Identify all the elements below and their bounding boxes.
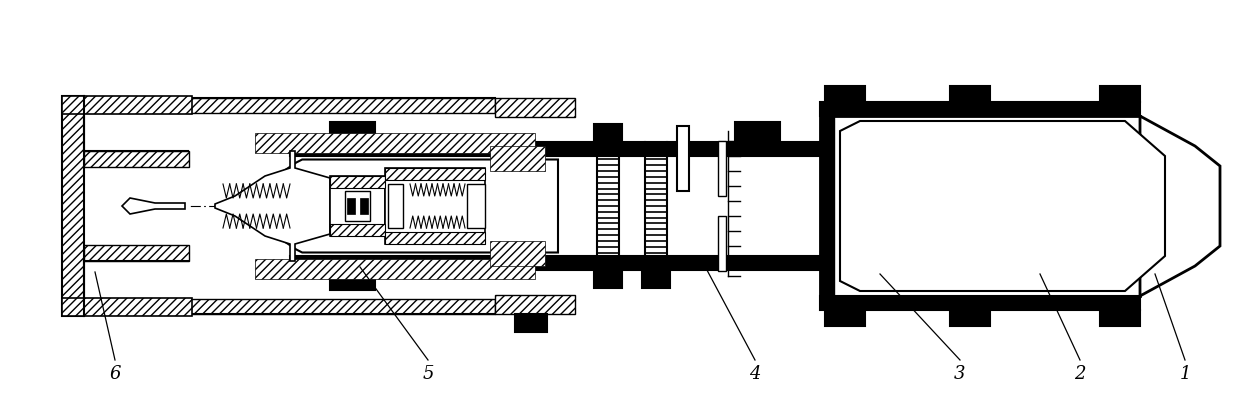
Bar <box>330 176 385 236</box>
Polygon shape <box>840 121 1165 291</box>
Bar <box>62 96 192 114</box>
Bar <box>593 270 622 288</box>
Bar <box>330 122 375 142</box>
Bar <box>950 310 990 326</box>
Bar <box>62 96 84 316</box>
Bar <box>825 310 865 326</box>
Polygon shape <box>216 159 558 253</box>
Bar <box>290 156 820 256</box>
Bar <box>385 168 484 244</box>
Bar <box>388 184 403 228</box>
Bar <box>1100 310 1140 326</box>
Bar <box>290 256 820 270</box>
Bar <box>385 168 484 180</box>
Bar <box>330 224 385 236</box>
Bar <box>255 133 535 153</box>
Bar <box>62 298 192 316</box>
Bar <box>950 86 990 102</box>
Bar <box>825 86 865 102</box>
Bar <box>820 102 1140 116</box>
Bar <box>820 116 1140 296</box>
Bar <box>385 232 484 244</box>
Bar <box>255 259 535 279</box>
Text: 6: 6 <box>109 365 120 383</box>
Bar <box>347 198 356 214</box>
Bar <box>1100 86 1140 102</box>
Text: 1: 1 <box>1180 365 1191 383</box>
Bar <box>290 142 820 156</box>
Bar <box>676 126 689 191</box>
Text: 3: 3 <box>954 365 965 383</box>
Bar <box>467 184 484 228</box>
Bar <box>330 176 385 188</box>
Bar <box>717 216 726 271</box>
Bar <box>84 245 190 261</box>
Bar <box>593 124 622 142</box>
Bar <box>489 146 545 171</box>
Bar <box>361 198 368 214</box>
Bar <box>717 141 726 196</box>
Polygon shape <box>121 198 185 214</box>
Bar <box>188 98 496 113</box>
Bar <box>489 241 545 266</box>
Text: 5: 5 <box>422 365 434 383</box>
Bar <box>330 270 375 290</box>
Bar <box>735 122 781 142</box>
Bar <box>496 295 575 314</box>
Bar <box>344 191 370 221</box>
Bar <box>84 167 190 245</box>
Bar <box>642 270 670 288</box>
Bar <box>188 299 496 314</box>
Bar <box>820 296 1140 310</box>
Bar <box>515 314 546 332</box>
Polygon shape <box>1140 116 1220 296</box>
Polygon shape <box>216 151 330 261</box>
Text: 4: 4 <box>750 365 761 383</box>
Bar <box>820 114 834 298</box>
Bar <box>84 151 190 167</box>
Text: 2: 2 <box>1074 365 1085 383</box>
Bar <box>496 98 575 117</box>
